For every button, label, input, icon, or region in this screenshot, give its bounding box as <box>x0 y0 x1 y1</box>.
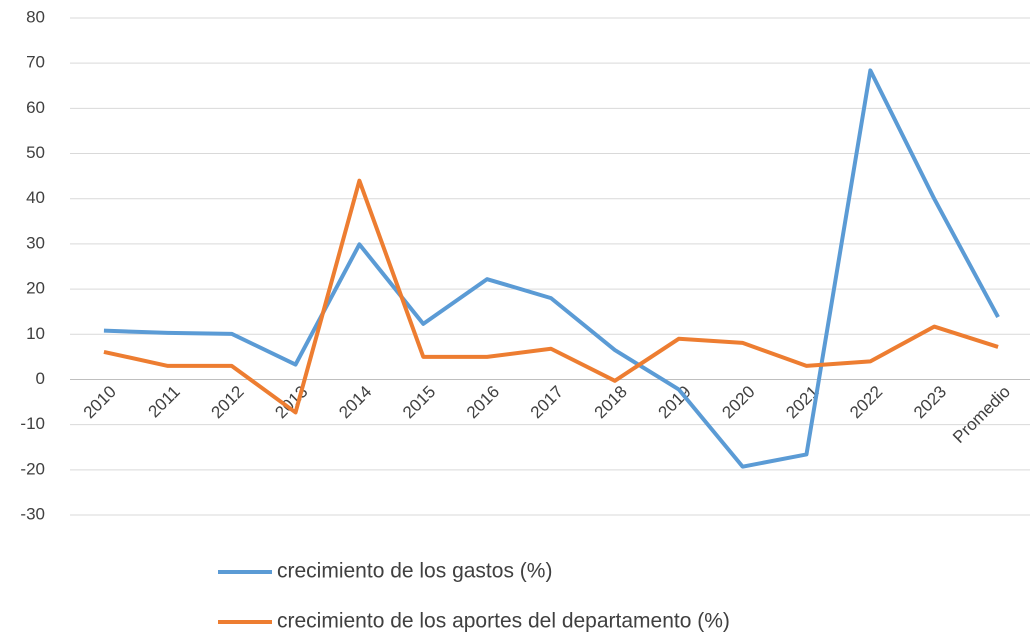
x-tick-label: 2012 <box>207 382 247 422</box>
x-tick-label: 2016 <box>463 382 503 422</box>
x-tick-label: 2023 <box>910 382 950 422</box>
series-line <box>103 68 1000 469</box>
x-tick-label: 2015 <box>399 382 439 422</box>
x-tick-label: 2017 <box>527 382 567 422</box>
y-tick-label: 20 <box>26 279 45 298</box>
x-tick-label: Promedio <box>949 382 1014 447</box>
y-tick-label: 0 <box>36 369 45 388</box>
y-tick-label: 60 <box>26 98 45 117</box>
legend-label: crecimiento de los gastos (%) <box>277 560 552 583</box>
x-tick-label: 2013 <box>271 382 311 422</box>
x-tick-label: 2022 <box>846 382 886 422</box>
x-tick-label: 2020 <box>718 382 758 422</box>
y-tick-label: -20 <box>20 459 45 478</box>
series-line <box>103 178 999 415</box>
y-tick-label: 40 <box>26 188 45 207</box>
y-tick-label: 50 <box>26 143 45 162</box>
x-tick-label: 2011 <box>145 382 184 421</box>
x-tick-label: 2010 <box>80 382 120 422</box>
x-tick-label: 2014 <box>335 382 375 422</box>
y-tick-label: 70 <box>26 53 45 72</box>
y-tick-label: -10 <box>20 414 45 433</box>
x-tick-label: 2018 <box>591 382 631 422</box>
y-tick-label: -30 <box>20 504 45 523</box>
legend-label: crecimiento de los aportes del departame… <box>277 610 730 633</box>
y-tick-label: 30 <box>26 233 45 252</box>
y-tick-label: 10 <box>26 324 45 343</box>
y-tick-label: 80 <box>26 7 45 26</box>
